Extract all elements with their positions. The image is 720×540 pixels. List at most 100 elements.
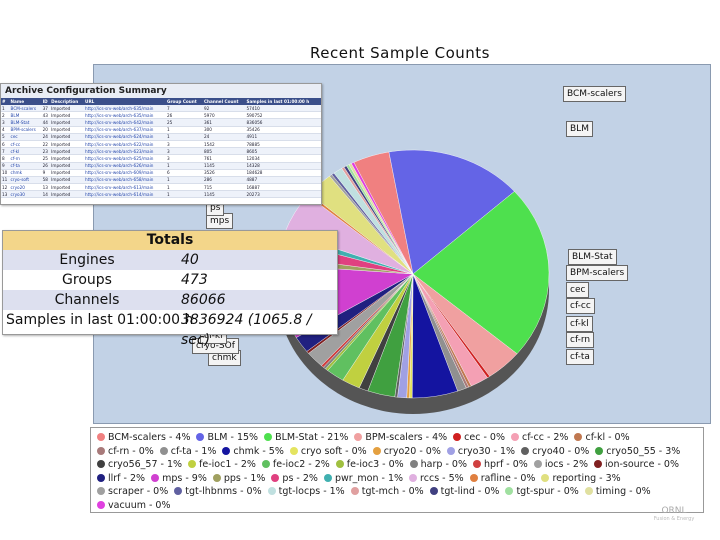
table-cell: 13: [41, 183, 51, 192]
table-row: 3 BLM-Stat 44 Imported http://ics-srv-web/ar…: [1, 118, 321, 127]
table-cell: Imported: [50, 147, 85, 156]
pie-slice-blm-stat: [412, 191, 550, 355]
table-cell[interactable]: http://ics-srv-web/arch-635/main: [84, 111, 167, 120]
column-header: Channel Count: [202, 98, 246, 105]
table-cell: Imported: [50, 133, 85, 141]
table-cell[interactable]: http://ics-srv-web/arch-637/main: [84, 126, 167, 134]
legend-swatch: [159, 446, 168, 455]
table-cell: 836056: [245, 118, 321, 127]
legend-label: cryo40 - 0%: [532, 445, 590, 457]
table-cell[interactable]: http://ics-srv-web/arch-626/main: [84, 162, 167, 170]
table-cell[interactable]: cf-rn: [9, 154, 42, 163]
legend-swatch: [594, 460, 602, 468]
table-cell[interactable]: http://ics-srv-web/arch-609/main: [84, 169, 167, 177]
table-cell: 805: [202, 147, 246, 156]
table-cell[interactable]: http://ics-srv-web/arch-642/main: [84, 118, 167, 127]
table-cell[interactable]: cryo30: [9, 190, 42, 199]
table-cell[interactable]: http://ics-srv-web/arch-614/main: [84, 190, 167, 199]
legend-item: ps - 2%: [271, 472, 318, 486]
legend-swatch: [97, 446, 105, 455]
table-cell: 3: [166, 154, 203, 163]
table-cell[interactable]: BLM-Stat: [9, 118, 42, 127]
table-cell: 11: [1, 176, 10, 185]
legend-label: rccs - 5%: [420, 472, 464, 484]
legend-swatch: [472, 460, 481, 468]
table-cell: 8: [1, 154, 10, 163]
legend-label: ion-source - 0%: [605, 459, 679, 470]
table-row: 6 cf-cc 22 Imported http://ics-srv-web/arch-…: [1, 140, 321, 149]
legend-item: cf-ta - 1%: [159, 445, 216, 459]
table-cell[interactable]: http://ics-srv-web/arch-635/main: [84, 105, 167, 113]
legend-item: scraper - 0%: [97, 485, 168, 499]
totals-title: Totals: [3, 231, 337, 250]
legend-item: cryo50_55 - 3%: [595, 445, 680, 459]
table-cell: 78885: [245, 140, 321, 149]
legend-swatch: [188, 460, 197, 468]
table-cell: 35426: [245, 126, 321, 134]
legend-label: reporting - 3%: [552, 472, 621, 484]
legend-swatch: [97, 473, 105, 482]
table-row: 4 BPM-scalers 20 Imported http://ics-srv-web…: [1, 126, 321, 134]
table-cell[interactable]: cryo20: [9, 183, 42, 192]
table-cell: 4887: [245, 176, 321, 185]
callout-label: BPM-scalers: [566, 265, 629, 281]
table-cell[interactable]: http://ics-srv-web/arch-658/main: [84, 176, 167, 185]
table-cell[interactable]: cf-ta: [9, 162, 42, 170]
legend-item: rafline - 0%: [469, 472, 536, 486]
table-cell[interactable]: BPM-scalers: [9, 126, 42, 134]
column-header: Name: [9, 98, 42, 105]
legend-item: pwr_mon - 1%: [323, 472, 403, 486]
table-cell[interactable]: http://ics-srv-web/arch-622/main: [84, 140, 167, 149]
legend-swatch: [533, 460, 542, 468]
legend-swatch: [584, 487, 593, 495]
legend-swatch: [261, 460, 270, 468]
table-cell[interactable]: cryo-soft: [9, 176, 42, 185]
table-cell[interactable]: BCM-scalers: [9, 105, 42, 113]
table-cell: 26: [166, 111, 203, 120]
table-cell: 10: [1, 169, 10, 177]
legend-item: cryo40 - 0%: [521, 445, 589, 459]
legend-label: cf-cc - 2%: [522, 432, 569, 443]
table-cell: 20273: [245, 190, 321, 199]
table-cell[interactable]: chmk: [9, 169, 42, 177]
config-summary-panel: Archive Configuration Summary # Name ID Des…: [0, 83, 322, 205]
table-cell[interactable]: BLM: [9, 111, 42, 120]
callout-label: cec: [566, 282, 590, 298]
table-cell[interactable]: cf-kl: [9, 147, 42, 156]
table-row: 2 BLM 43 Imported http://ics-srv-web/arch-63…: [1, 111, 321, 120]
table-header-row: # Name ID Description URL Group Count Channel …: [1, 98, 321, 105]
table-cell[interactable]: http://ics-srv-web/arch-623/main: [84, 147, 167, 156]
table-cell: 23: [41, 147, 51, 156]
legend-item: timing - 0%: [584, 485, 651, 499]
table-cell: 25: [166, 118, 203, 127]
table-cell[interactable]: http://ics-srv-web/arch-613/main: [84, 183, 167, 192]
legend-swatch: [446, 446, 455, 455]
legend-swatch: [541, 473, 550, 482]
legend-item: ion-source - 0%: [594, 458, 679, 472]
legend-label: tgt-spur - 0%: [516, 486, 579, 497]
samples-value: 3836924 (1065.8 / sec): [181, 312, 312, 348]
table-cell: 3: [166, 147, 203, 156]
table-cell: 6: [166, 169, 203, 177]
legend-swatch: [505, 487, 514, 495]
legend-item: cryo30 - 1%: [446, 445, 515, 459]
table-cell: Imported: [50, 176, 85, 185]
table-cell: 286: [202, 176, 246, 185]
table-cell: 2: [1, 111, 10, 120]
legend-label: rafline - 0%: [480, 472, 536, 484]
legend-swatch: [595, 446, 604, 455]
channels-label: Channels: [54, 292, 120, 308]
legend-swatch: [335, 460, 344, 468]
table-cell[interactable]: cec: [9, 133, 42, 141]
pie-slice-blm: [388, 149, 515, 275]
table-cell[interactable]: http://ics-srv-web/arch-624/main: [84, 133, 167, 141]
table-cell: 9: [1, 162, 10, 170]
table-cell[interactable]: cf-cc: [9, 140, 42, 149]
table-cell: 5970: [202, 111, 246, 120]
table-cell: Imported: [50, 190, 85, 199]
table-cell[interactable]: http://ics-srv-web/arch-625/main: [84, 154, 167, 163]
legend-label: harp - 0%: [420, 459, 467, 470]
legend-item: cryo soft - 0%: [289, 445, 367, 459]
table-cell: 5: [1, 133, 10, 141]
legend-label: timing - 0%: [595, 486, 651, 497]
